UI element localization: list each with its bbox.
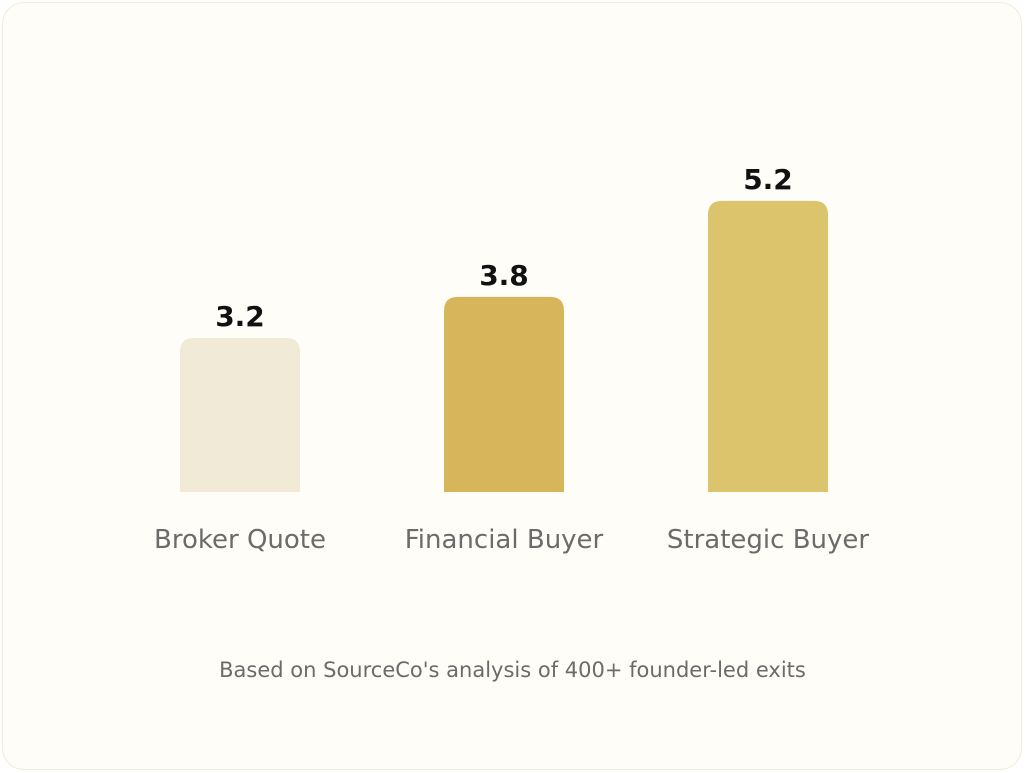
bar-strategic-buyer [708,200,828,492]
bar-financial-buyer [444,296,564,492]
category-label: Financial Buyer [405,525,604,555]
bars-layer: 3.2 Broker Quote 3.8 Financial Buyer 5.2 Stra… [154,163,869,555]
value-label: 3.2 [215,300,265,333]
bar-broker-quote [180,337,300,492]
value-label: 5.2 [743,163,793,196]
value-label: 3.8 [479,259,529,292]
category-label: Broker Quote [154,525,326,555]
chart-footnote: Based on SourceCo's analysis of 400+ fou… [219,658,806,682]
category-label: Strategic Buyer [667,525,869,555]
